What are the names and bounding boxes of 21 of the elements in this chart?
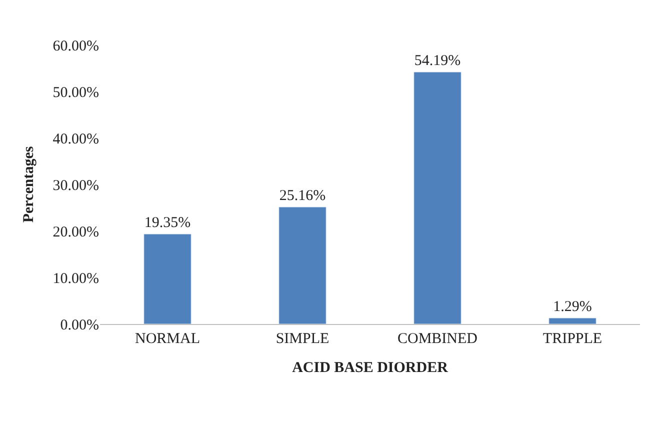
x-tick-label: COMBINED (397, 331, 478, 347)
bar (144, 234, 192, 324)
bar (414, 72, 462, 324)
data-label: 54.19% (414, 53, 461, 70)
y-axis-title: Percentages (21, 146, 37, 223)
x-axis-title: ACID BASE DIORDER (292, 360, 448, 376)
y-tick-label: 50.00% (52, 84, 99, 101)
y-tick-label: 20.00% (52, 224, 99, 240)
bar (548, 318, 596, 324)
data-label: 19.35% (144, 215, 191, 232)
y-tick-label: 0.00% (60, 317, 99, 334)
data-label: 25.16% (279, 188, 326, 204)
data-label: 1.29% (553, 299, 592, 315)
x-tick-label: SIMPLE (276, 331, 330, 347)
y-tick-label: 10.00% (52, 270, 99, 287)
y-tick-label: 30.00% (52, 178, 99, 194)
x-tick-label: TRIPPLE (542, 331, 602, 347)
y-tick-label: 60.00% (52, 38, 99, 54)
bar (278, 206, 326, 324)
x-tick-label: NORMAL (134, 331, 200, 347)
y-tick-label: 40.00% (52, 131, 99, 148)
